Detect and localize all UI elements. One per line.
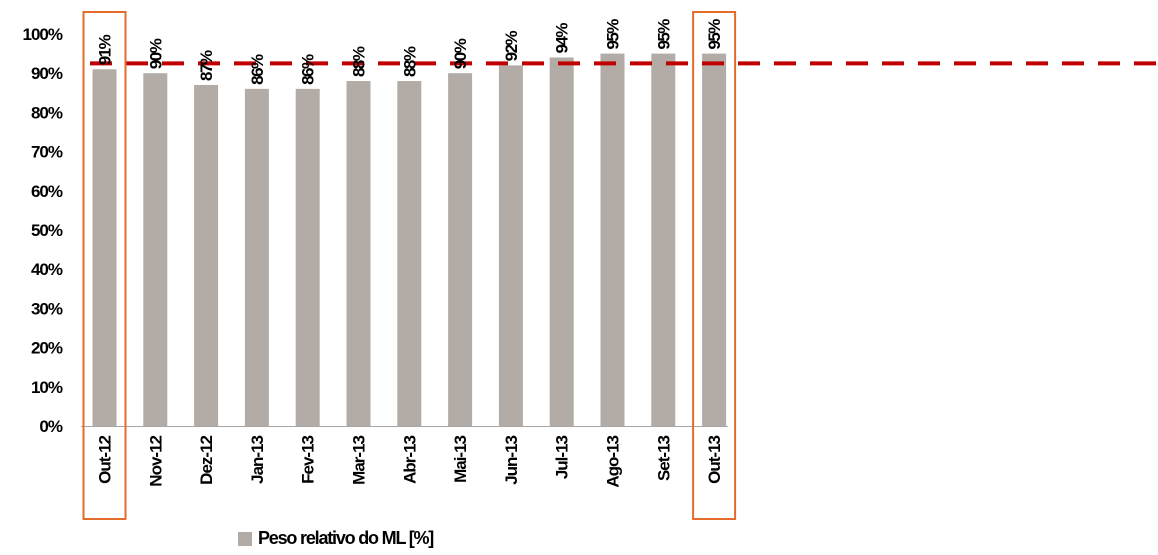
highlight-box [82, 11, 127, 520]
y-tick-label: 60% [31, 182, 63, 201]
y-axis-ticks: 0% 10% 20% 30% 40% 50% 60% 70% 80% 90% 100% [23, 25, 64, 436]
x-tick-label: Abr-13 [400, 435, 419, 483]
x-tick-label: Fev-13 [299, 435, 318, 483]
data-label: 90% [451, 38, 470, 69]
x-tick-label: Jun-13 [502, 435, 521, 484]
y-tick-label: 30% [31, 299, 63, 318]
bar [549, 57, 574, 427]
bar [651, 53, 676, 426]
data-label: 87% [197, 50, 216, 81]
bar [448, 73, 473, 426]
highlight-box [692, 11, 737, 520]
bar [244, 88, 269, 426]
legend-label: Peso relativo do ML [%] [258, 528, 434, 548]
x-tick-label: Ago-13 [604, 435, 623, 487]
data-labels: 91% 90% 87% 86% 86% 88% 88% 90% 92% 94% 95% 95% 95% [96, 19, 725, 85]
y-tick-label: 90% [31, 64, 63, 83]
bar [143, 73, 168, 426]
y-tick-label: 80% [31, 103, 63, 122]
bar [92, 69, 117, 426]
y-tick-label: 50% [31, 221, 63, 240]
x-tick-label: Set-13 [654, 435, 673, 481]
x-tick-label: Jul-13 [553, 435, 572, 479]
data-label: 88% [350, 46, 369, 77]
y-tick-label: 10% [31, 378, 63, 397]
x-axis-ticks: Out-12 Nov-12 Dez-12 Jan-13 Fev-13 Mar-13 Abr-… [96, 435, 725, 487]
data-label: 86% [299, 54, 318, 85]
bar [295, 88, 320, 426]
bar [600, 53, 625, 426]
data-label: 94% [553, 23, 572, 54]
bar [702, 53, 727, 426]
legend-swatch [238, 531, 252, 546]
x-tick-label: Dez-12 [197, 435, 216, 484]
data-label: 88% [400, 46, 419, 77]
bar [194, 84, 219, 427]
data-label: 95% [604, 19, 623, 50]
data-label: 86% [248, 54, 267, 85]
bar [397, 81, 422, 426]
highlight-boxes [82, 11, 737, 520]
data-label: 95% [654, 19, 673, 50]
x-tick-label: Out-12 [96, 435, 115, 483]
data-label: 91% [96, 34, 115, 65]
x-tick-label: Mar-13 [350, 435, 369, 484]
y-tick-label: 20% [31, 339, 63, 358]
y-tick-label: 70% [31, 143, 63, 162]
x-tick-label: Out-13 [705, 435, 724, 483]
data-label: 90% [146, 38, 165, 69]
x-tick-label: Nov-12 [146, 435, 165, 486]
data-label: 95% [705, 19, 724, 50]
x-tick-label: Jan-13 [248, 435, 267, 483]
y-tick-label: 100% [23, 25, 63, 44]
legend: Peso relativo do ML [%] [238, 528, 434, 549]
bar [498, 65, 523, 427]
y-tick-label: 40% [31, 260, 63, 279]
bar [346, 81, 371, 426]
bars-group [92, 53, 727, 427]
y-tick-label: 0% [39, 417, 62, 436]
data-label: 92% [502, 30, 521, 61]
x-tick-label: Mai-13 [451, 435, 470, 482]
